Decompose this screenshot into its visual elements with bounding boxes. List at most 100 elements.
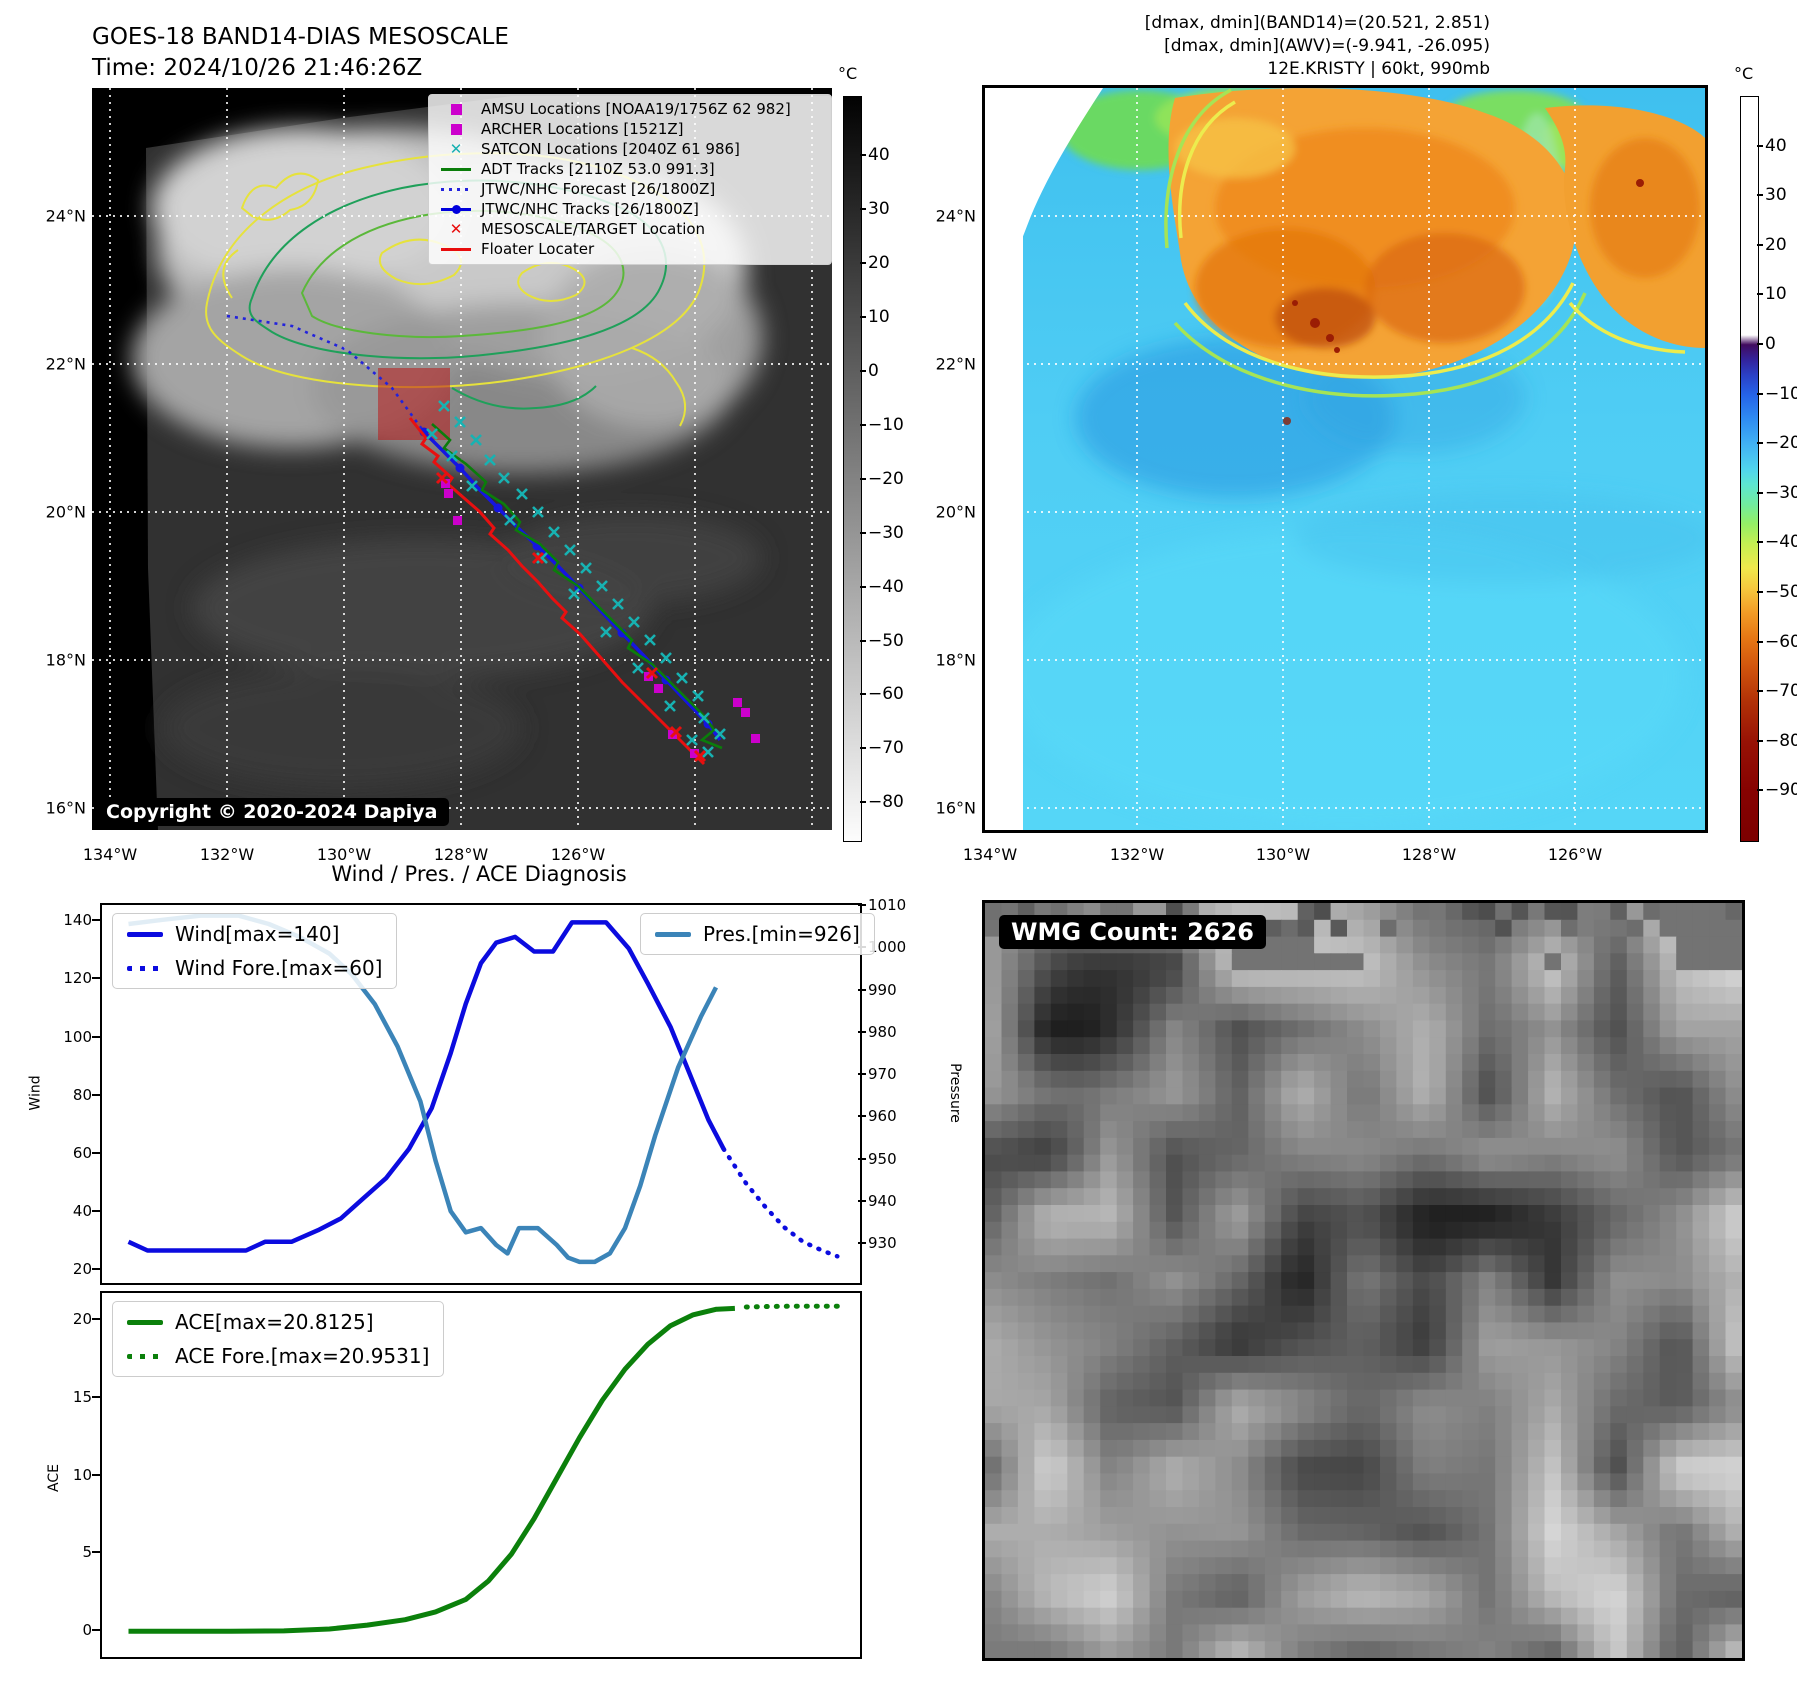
map-legend-item: ✕ MESOSCALE/TARGET Location xyxy=(439,221,821,238)
x-marker-icon: ✕ xyxy=(449,220,463,238)
map-legend-label: MESOSCALE/TARGET Location xyxy=(481,220,706,238)
colorbar-band14 xyxy=(843,96,862,842)
colorbar-awv xyxy=(1740,96,1759,842)
map-legend-label: JTWC/NHC Tracks [26/1800Z] xyxy=(481,200,699,218)
map-legend-label: JTWC/NHC Forecast [26/1800Z] xyxy=(481,180,716,198)
chart-legend: Pres.[min=926] xyxy=(640,913,875,955)
chart-ytick-left-mark xyxy=(92,1209,100,1212)
map-legend-label: AMSU Locations [NOAA19/1756Z 62 982] xyxy=(481,100,791,118)
line-dot-marker-icon xyxy=(439,203,473,217)
colorbar-awv-tick-mark xyxy=(1757,640,1763,643)
chart-legend-label: Wind[max=140] xyxy=(175,922,340,946)
series-ACE Fore.[max=20.9531] xyxy=(743,1303,840,1310)
chart-ytick-right: 980 xyxy=(868,1022,897,1041)
colorbar-awv-tick: 0 xyxy=(1765,334,1776,354)
chart-ytick-left: 40 xyxy=(72,1201,92,1220)
map-legend-label: ARCHER Locations [1521Z] xyxy=(481,120,684,138)
map1-lat-tick: 22°N xyxy=(45,354,86,374)
chart-ytick-right: 1010 xyxy=(868,896,907,915)
wind-pressure-chart: Wind[max=140] Wind Fore.[max=60] Pres.[min… xyxy=(100,903,875,1285)
colorbar-band14-tick: −70 xyxy=(868,738,904,759)
map-legend-item: ADT Tracks [2110Z 53.0 991.3] xyxy=(439,161,821,178)
map-legend-label: SATCON Locations [2040Z 61 986] xyxy=(481,140,740,158)
colorbar-awv-tick: −90 xyxy=(1765,780,1797,801)
chart-ytick-right-mark xyxy=(858,904,866,907)
panel2-header: [dmax, dmin](BAND14)=(20.521, 2.851) [dma… xyxy=(990,12,1490,81)
wmg-panel: WMG Count: 2626 xyxy=(982,900,1745,1661)
chart-ytick-left-mark xyxy=(92,1035,100,1038)
colorbar-awv-tick-mark xyxy=(1757,690,1763,693)
colorbar-awv-tick-mark xyxy=(1757,541,1763,544)
colorbar-band14-tick: −60 xyxy=(868,684,904,705)
chart-title: Wind / Pres. / ACE Diagnosis xyxy=(331,862,627,886)
colorbar-band14-tick-mark xyxy=(860,369,866,372)
chart-ytick-right-mark xyxy=(858,1199,866,1202)
chart-ytick-left-mark xyxy=(92,1551,100,1554)
colorbar-band14-tick: −30 xyxy=(868,522,904,543)
map2-lat-tick: 18°N xyxy=(935,650,976,670)
chart-legend-item: ACE Fore.[max=20.9531] xyxy=(127,1344,429,1368)
colorbar-awv-tick: −10 xyxy=(1765,383,1797,404)
colorbar-band14-tick-mark xyxy=(860,693,866,696)
colorbar-band14-tick-mark xyxy=(860,747,866,750)
map2-lat-tick: 20°N xyxy=(935,502,976,522)
chart-ytick-right: 930 xyxy=(868,1233,897,1252)
satellite-title: GOES-18 BAND14-DIAS MESOSCALE xyxy=(92,24,509,50)
colorbar-band14-tick-mark xyxy=(860,531,866,534)
colorbar-band14-tick-mark xyxy=(860,154,866,157)
chart-ytick-right: 950 xyxy=(868,1149,897,1168)
line-swatch-icon xyxy=(127,931,163,937)
chart-legend-item: Pres.[min=926] xyxy=(655,922,860,946)
dotted-line-marker-icon xyxy=(439,183,473,197)
chart-ytick-left-mark xyxy=(92,1151,100,1154)
map2-lat-tick: 22°N xyxy=(935,354,976,374)
dotted-line-swatch-icon xyxy=(127,1353,163,1359)
series-ACE[max=20.8125] xyxy=(128,1305,736,1634)
map-legend-item: ARCHER Locations [1521Z] xyxy=(439,121,821,138)
chart-ytick-left: 20 xyxy=(72,1259,92,1278)
colorbar-awv-tick: −50 xyxy=(1765,582,1797,602)
chart-ytick-left: 100 xyxy=(63,1027,92,1046)
chart-ytick-right: 940 xyxy=(868,1191,897,1210)
dotted-line-swatch-icon xyxy=(127,965,163,971)
chart-legend-label: Wind Fore.[max=60] xyxy=(175,956,383,980)
colorbar-awv-unit: °C xyxy=(1734,64,1754,83)
chart-ytick-right-mark xyxy=(858,988,866,991)
map2-lon-tick: 132°W xyxy=(1109,845,1165,864)
colorbar-awv-tick: −70 xyxy=(1765,681,1797,702)
satellite-time: Time: 2024/10/26 21:46:26Z xyxy=(92,55,423,81)
colorbar-band14-tick-mark xyxy=(860,262,866,265)
map-legend-item: JTWC/NHC Forecast [26/1800Z] xyxy=(439,181,821,198)
panel1-title: GOES-18 BAND14-DIAS MESOSCALE Time: 2024/… xyxy=(92,22,509,84)
chart-legend-item: ACE[max=20.8125] xyxy=(127,1310,429,1334)
chart-legend-item: Wind Fore.[max=60] xyxy=(127,956,382,980)
map-legend-label: Floater Locater xyxy=(481,240,595,258)
colorbar-awv-tick: 20 xyxy=(1765,234,1787,255)
square-marker-icon xyxy=(439,103,473,117)
chart-ytick-right-mark xyxy=(858,1115,866,1118)
map1-lon-tick: 126°W xyxy=(550,845,606,864)
chart-ytick-left-mark xyxy=(92,1318,100,1320)
map1-lon-tick: 130°W xyxy=(316,845,372,864)
colorbar-band14-tick: −80 xyxy=(868,792,904,813)
ace-plot xyxy=(128,1303,840,1634)
chart-ytick-right-mark xyxy=(858,1241,866,1244)
colorbar-awv-tick: −60 xyxy=(1765,631,1797,652)
colorbar-band14-tick: −50 xyxy=(868,630,904,651)
map-awv xyxy=(982,85,1708,833)
colorbar-band14-tick-mark xyxy=(860,208,866,211)
map-legend: AMSU Locations [NOAA19/1756Z 62 982] ARCH… xyxy=(428,94,832,265)
chart-ytick-left: 120 xyxy=(63,969,92,988)
colorbar-band14-tick: 10 xyxy=(868,307,890,328)
x-marker-icon: ✕ xyxy=(449,140,463,158)
chart-ytick-left-mark xyxy=(92,1395,100,1398)
colorbar-band14-tick-mark xyxy=(860,639,866,642)
colorbar-band14-tick: 20 xyxy=(868,253,890,274)
colorbar-band14-tick: −20 xyxy=(868,468,904,489)
colorbar-awv-tick-mark xyxy=(1757,491,1763,494)
chart-ytick-right-mark xyxy=(858,1030,866,1033)
chart-ytick-right: 960 xyxy=(868,1107,897,1126)
chart-ytick-left-mark xyxy=(92,1473,100,1476)
line-marker-icon xyxy=(439,243,473,257)
